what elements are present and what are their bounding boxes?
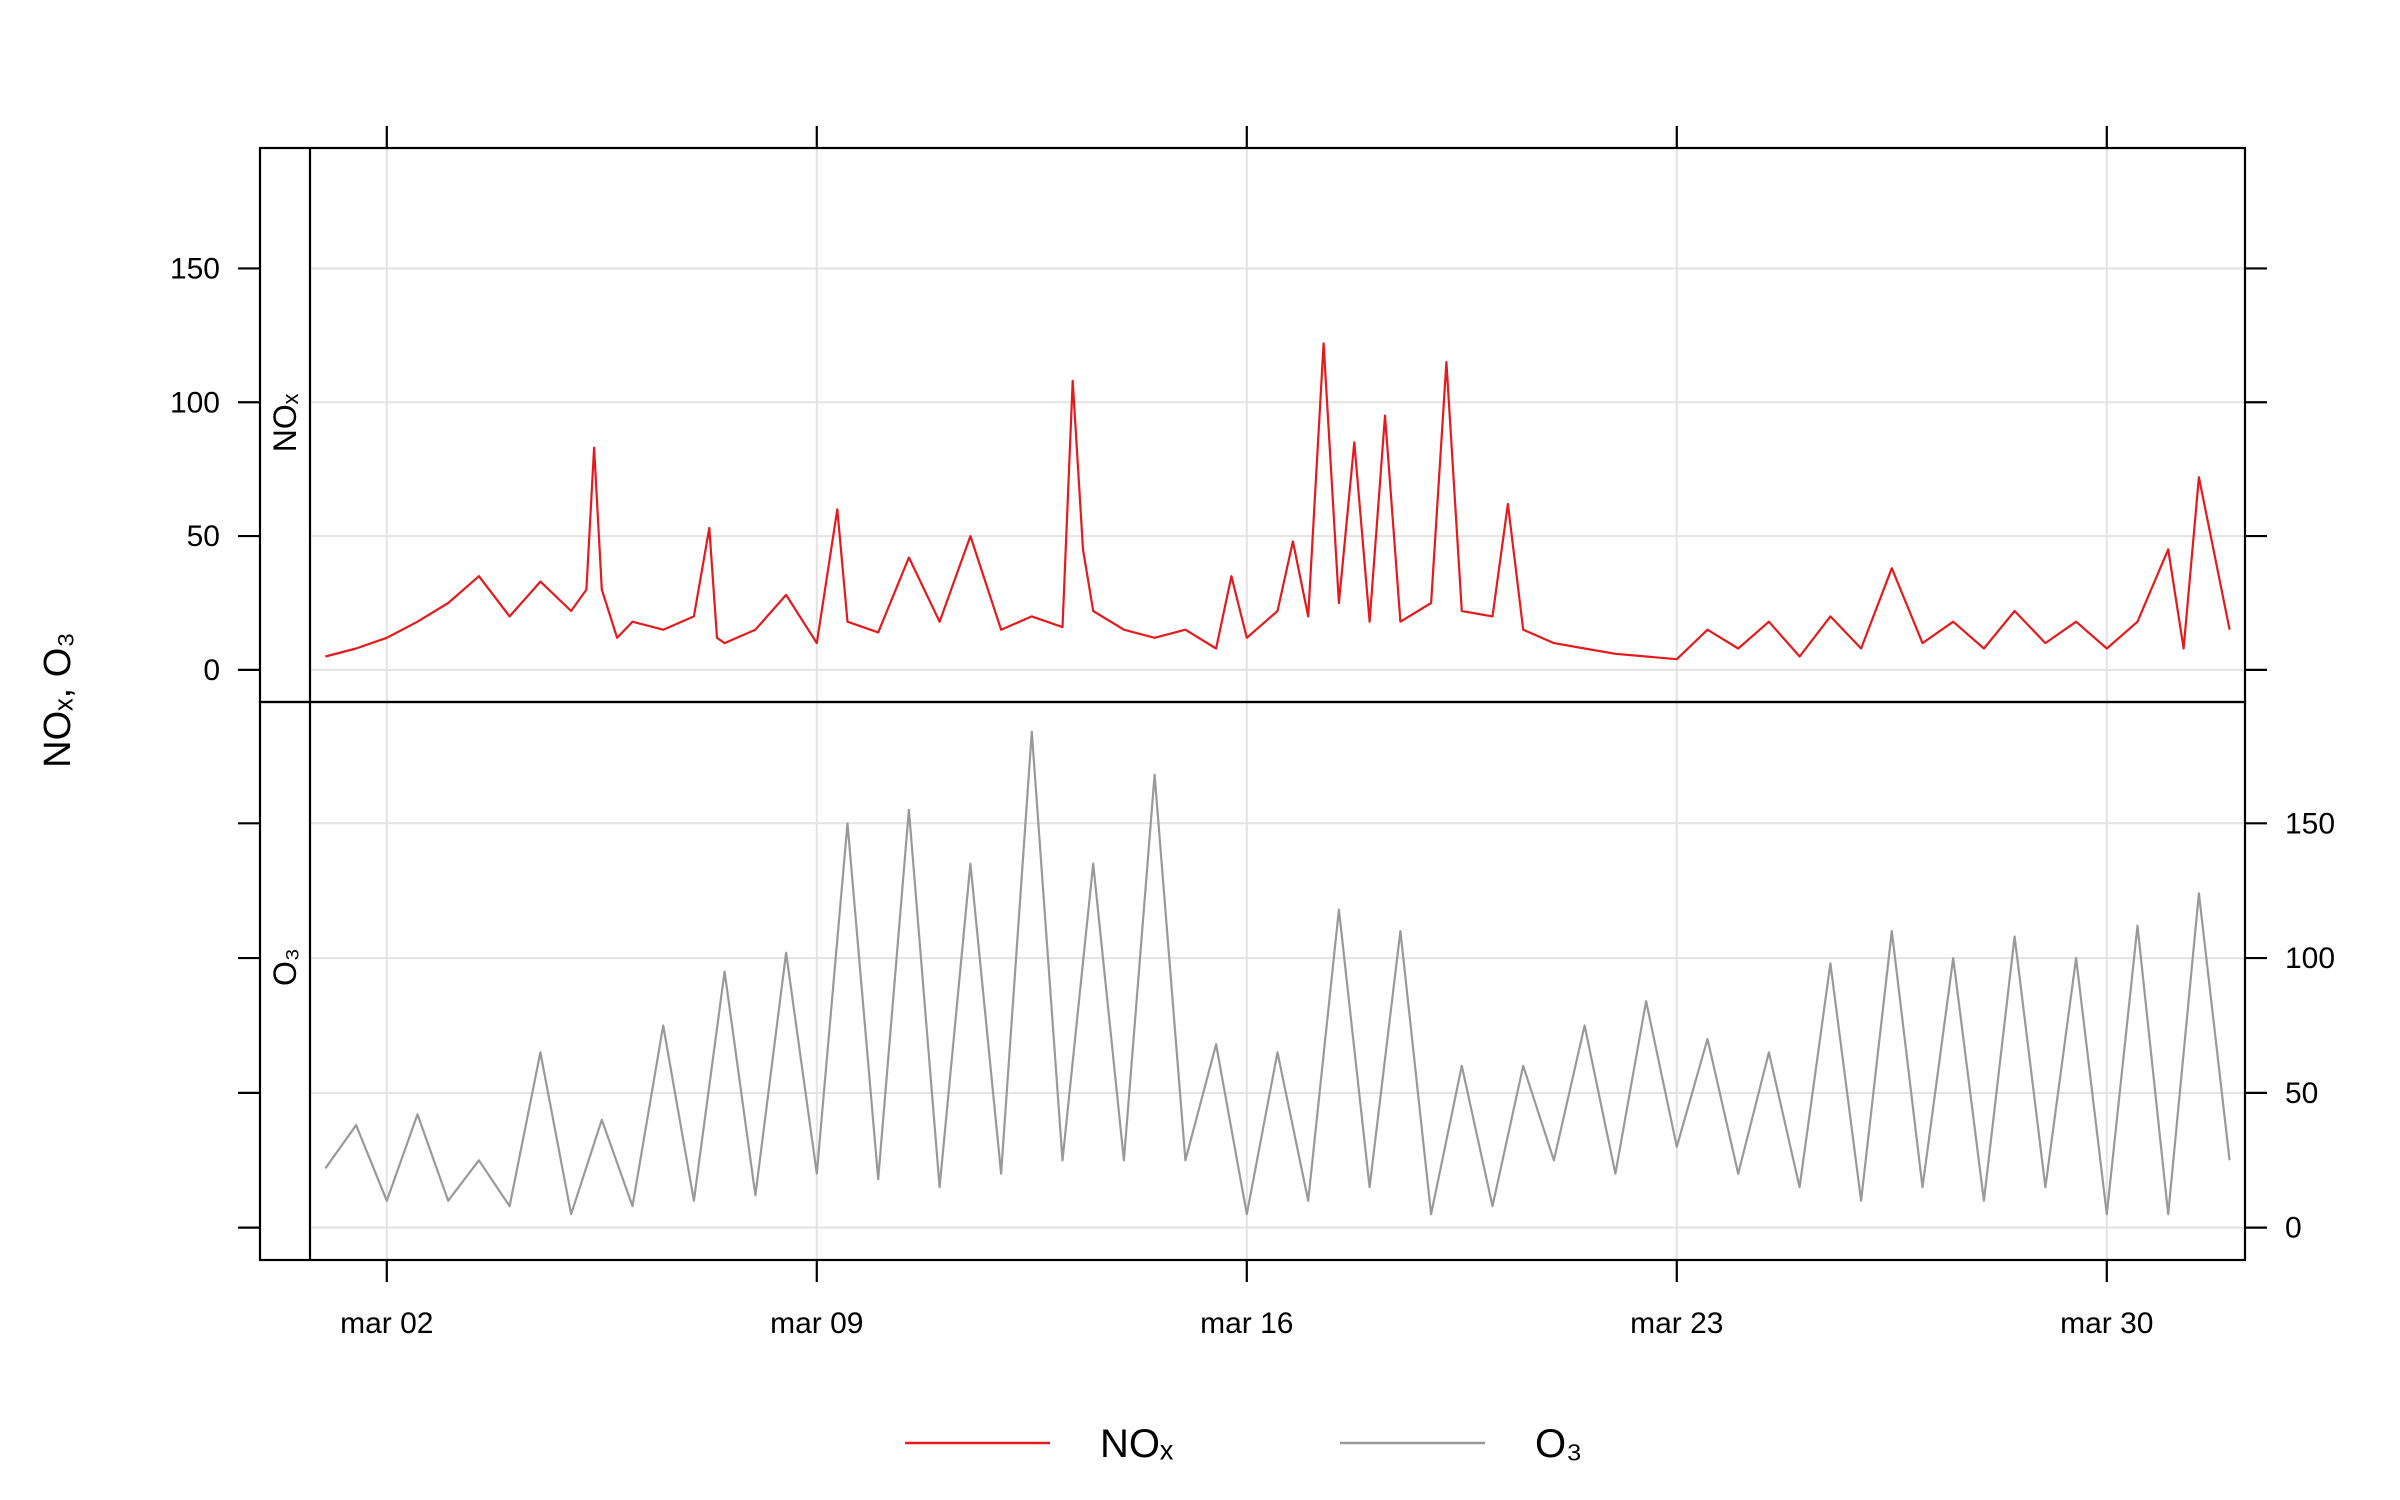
series-line-nox — [325, 342, 2231, 661]
y-tick-label: 0 — [2285, 1212, 2302, 1245]
axis-tick-labels: mar 02 mar 09 mar 16 mar 23 mar 30 0 50 100 150 0… — [170, 252, 2335, 1340]
axis-ticks — [238, 126, 2267, 1282]
x-tick-label: mar 02 — [340, 1307, 433, 1340]
y-tick-label: 150 — [170, 252, 220, 285]
legend-label: O₃ — [1535, 1422, 1582, 1466]
y-tick-label: 50 — [2285, 1077, 2318, 1110]
panel-frame — [258, 700, 2247, 1262]
y-tick-label: 150 — [2285, 807, 2335, 840]
y-tick-label: 100 — [2285, 942, 2335, 975]
panel-strips: NOₓ O₃ — [267, 393, 303, 986]
legend: NOₓ O₃ — [905, 1422, 1582, 1466]
series-line-o3 — [324, 730, 2231, 1216]
panel-frames — [258, 146, 2247, 1262]
x-tick-label: mar 16 — [1200, 1307, 1293, 1340]
y-axis-title: NOₓ, O₃ — [37, 632, 79, 768]
x-tick-label: mar 23 — [1630, 1307, 1723, 1340]
x-tick-label: mar 09 — [770, 1307, 863, 1340]
legend-label: NOₓ — [1100, 1422, 1174, 1466]
y-tick-label: 0 — [203, 654, 220, 687]
panel-strip-label: NOₓ — [267, 393, 303, 452]
panel-strip-label: O₃ — [267, 948, 303, 986]
x-tick-label: mar 30 — [2060, 1307, 2153, 1340]
y-tick-label: 100 — [170, 386, 220, 419]
y-tick-label: 50 — [187, 520, 220, 553]
panel-frame — [258, 146, 2247, 704]
series-lines — [324, 342, 2231, 1216]
gridlines — [310, 148, 2245, 1260]
